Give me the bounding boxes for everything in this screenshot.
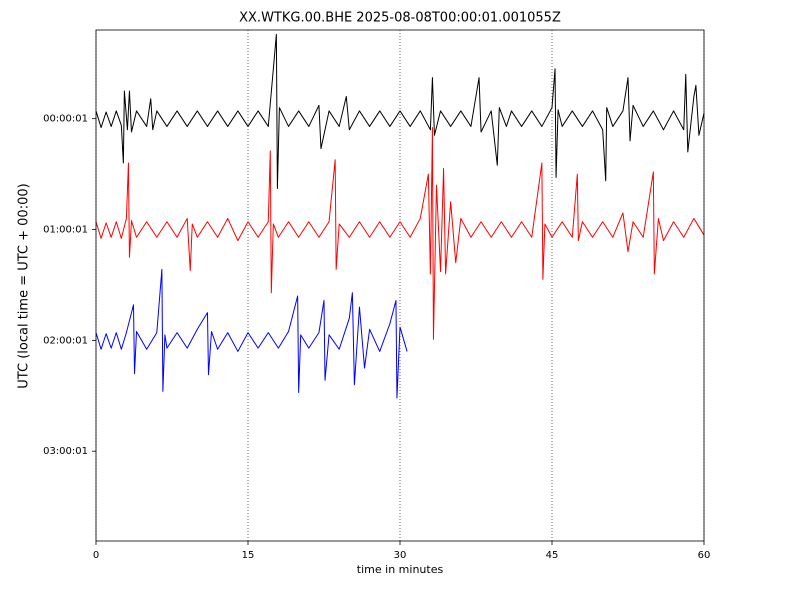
x-axis-label: time in minutes — [357, 563, 444, 576]
y-tick-label: 02:00:01 — [43, 335, 88, 346]
x-tick-label: 15 — [242, 550, 255, 561]
x-tick-label: 60 — [698, 550, 711, 561]
plot-frame — [95, 29, 705, 542]
chart-title: XX.WTKG.00.BHE 2025-08-08T00:00:01.00105… — [239, 11, 561, 26]
trace-line — [95, 33, 705, 190]
trace-line — [95, 127, 705, 340]
x-tick-label: 30 — [394, 550, 407, 561]
y-tick-label: 01:00:01 — [43, 225, 88, 236]
x-tick-label: 0 — [93, 550, 99, 561]
y-tick-label: 03:00:01 — [43, 446, 88, 457]
y-tick-label: 00:00:01 — [43, 114, 88, 125]
trace-line — [95, 268, 408, 399]
y-axis-label: UTC (local time = UTC + 00:00) — [17, 183, 32, 388]
x-tick-label: 45 — [546, 550, 559, 561]
